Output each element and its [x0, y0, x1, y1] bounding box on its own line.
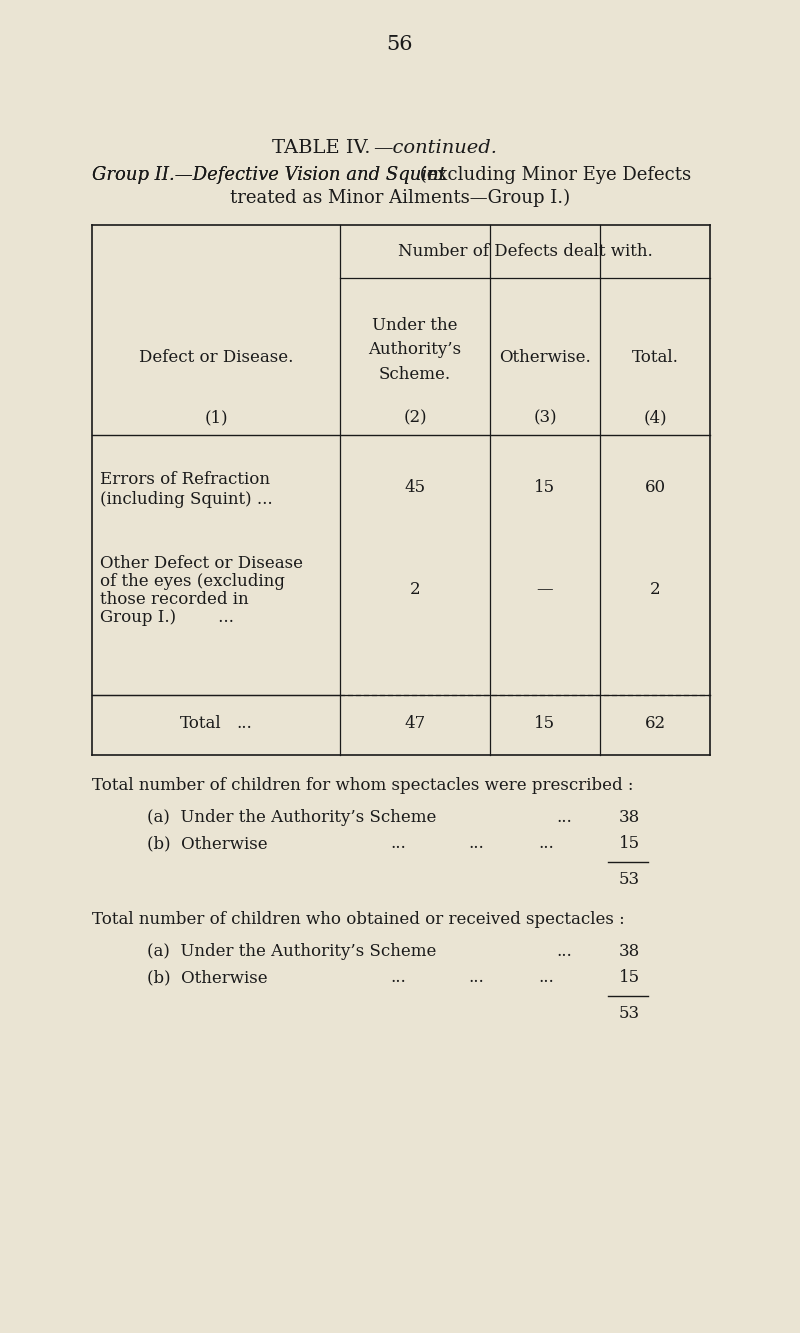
- Text: ...: ...: [468, 836, 484, 853]
- Text: —: —: [537, 581, 554, 599]
- Text: 2: 2: [650, 581, 660, 599]
- Text: 53: 53: [619, 872, 640, 889]
- Text: ...: ...: [538, 836, 554, 853]
- Text: (2): (2): [403, 409, 427, 427]
- Text: Defect or Disease.: Defect or Disease.: [139, 348, 293, 365]
- Text: Total number of children who obtained or received spectacles :: Total number of children who obtained or…: [92, 912, 625, 929]
- Text: (1): (1): [204, 409, 228, 427]
- Text: Total: Total: [180, 716, 222, 733]
- Text: Other Defect or Disease: Other Defect or Disease: [100, 555, 303, 572]
- Text: 38: 38: [618, 944, 640, 961]
- Text: treated as Minor Ailments—Group I.): treated as Minor Ailments—Group I.): [230, 189, 570, 207]
- Text: 45: 45: [405, 480, 426, 496]
- Text: Group I.)        ...: Group I.) ...: [100, 608, 234, 625]
- Text: ...: ...: [556, 809, 572, 826]
- Text: (including Squint) ...: (including Squint) ...: [100, 491, 273, 508]
- Text: —continued.: —continued.: [373, 139, 497, 157]
- Text: Number of Defects dealt with.: Number of Defects dealt with.: [398, 244, 652, 260]
- Text: Group II.—Defective Vision and Squint: Group II.—Defective Vision and Squint: [92, 167, 446, 184]
- Text: 38: 38: [618, 809, 640, 826]
- Text: 53: 53: [619, 1005, 640, 1022]
- Text: 60: 60: [645, 480, 666, 496]
- Text: (a)  Under the Authority’s Scheme: (a) Under the Authority’s Scheme: [147, 809, 436, 826]
- Text: ...: ...: [390, 836, 406, 853]
- Text: (4): (4): [643, 409, 667, 427]
- Text: Total number of children for whom spectacles were prescribed :: Total number of children for whom specta…: [92, 777, 634, 794]
- Text: (3): (3): [533, 409, 557, 427]
- Text: of the eyes (excluding: of the eyes (excluding: [100, 572, 285, 589]
- Text: TABLE IV.: TABLE IV.: [271, 139, 370, 157]
- Text: (a)  Under the Authority’s Scheme: (a) Under the Authority’s Scheme: [147, 944, 436, 961]
- Text: 47: 47: [404, 716, 426, 733]
- Text: (b)  Otherwise: (b) Otherwise: [147, 836, 268, 853]
- Text: ...: ...: [390, 969, 406, 986]
- Text: 62: 62: [645, 716, 666, 733]
- Text: 15: 15: [619, 836, 640, 853]
- Text: 56: 56: [386, 36, 414, 55]
- Text: (b)  Otherwise: (b) Otherwise: [147, 969, 268, 986]
- Text: Under the
Authority’s
Scheme.: Under the Authority’s Scheme.: [369, 317, 462, 384]
- Text: Group II.—Defective Vision and Squint: Group II.—Defective Vision and Squint: [92, 167, 446, 184]
- Text: Errors of Refraction: Errors of Refraction: [100, 471, 270, 488]
- Text: (excluding Minor Eye Defects: (excluding Minor Eye Defects: [414, 165, 691, 184]
- Text: 2: 2: [410, 581, 420, 599]
- Text: ...: ...: [236, 716, 252, 733]
- Text: 15: 15: [619, 969, 640, 986]
- Text: those recorded in: those recorded in: [100, 591, 249, 608]
- Text: 15: 15: [534, 480, 555, 496]
- Text: Otherwise.: Otherwise.: [499, 348, 591, 365]
- Text: ...: ...: [468, 969, 484, 986]
- Text: ...: ...: [556, 944, 572, 961]
- Text: 15: 15: [534, 716, 555, 733]
- Text: Total.: Total.: [631, 348, 678, 365]
- Text: ...: ...: [538, 969, 554, 986]
